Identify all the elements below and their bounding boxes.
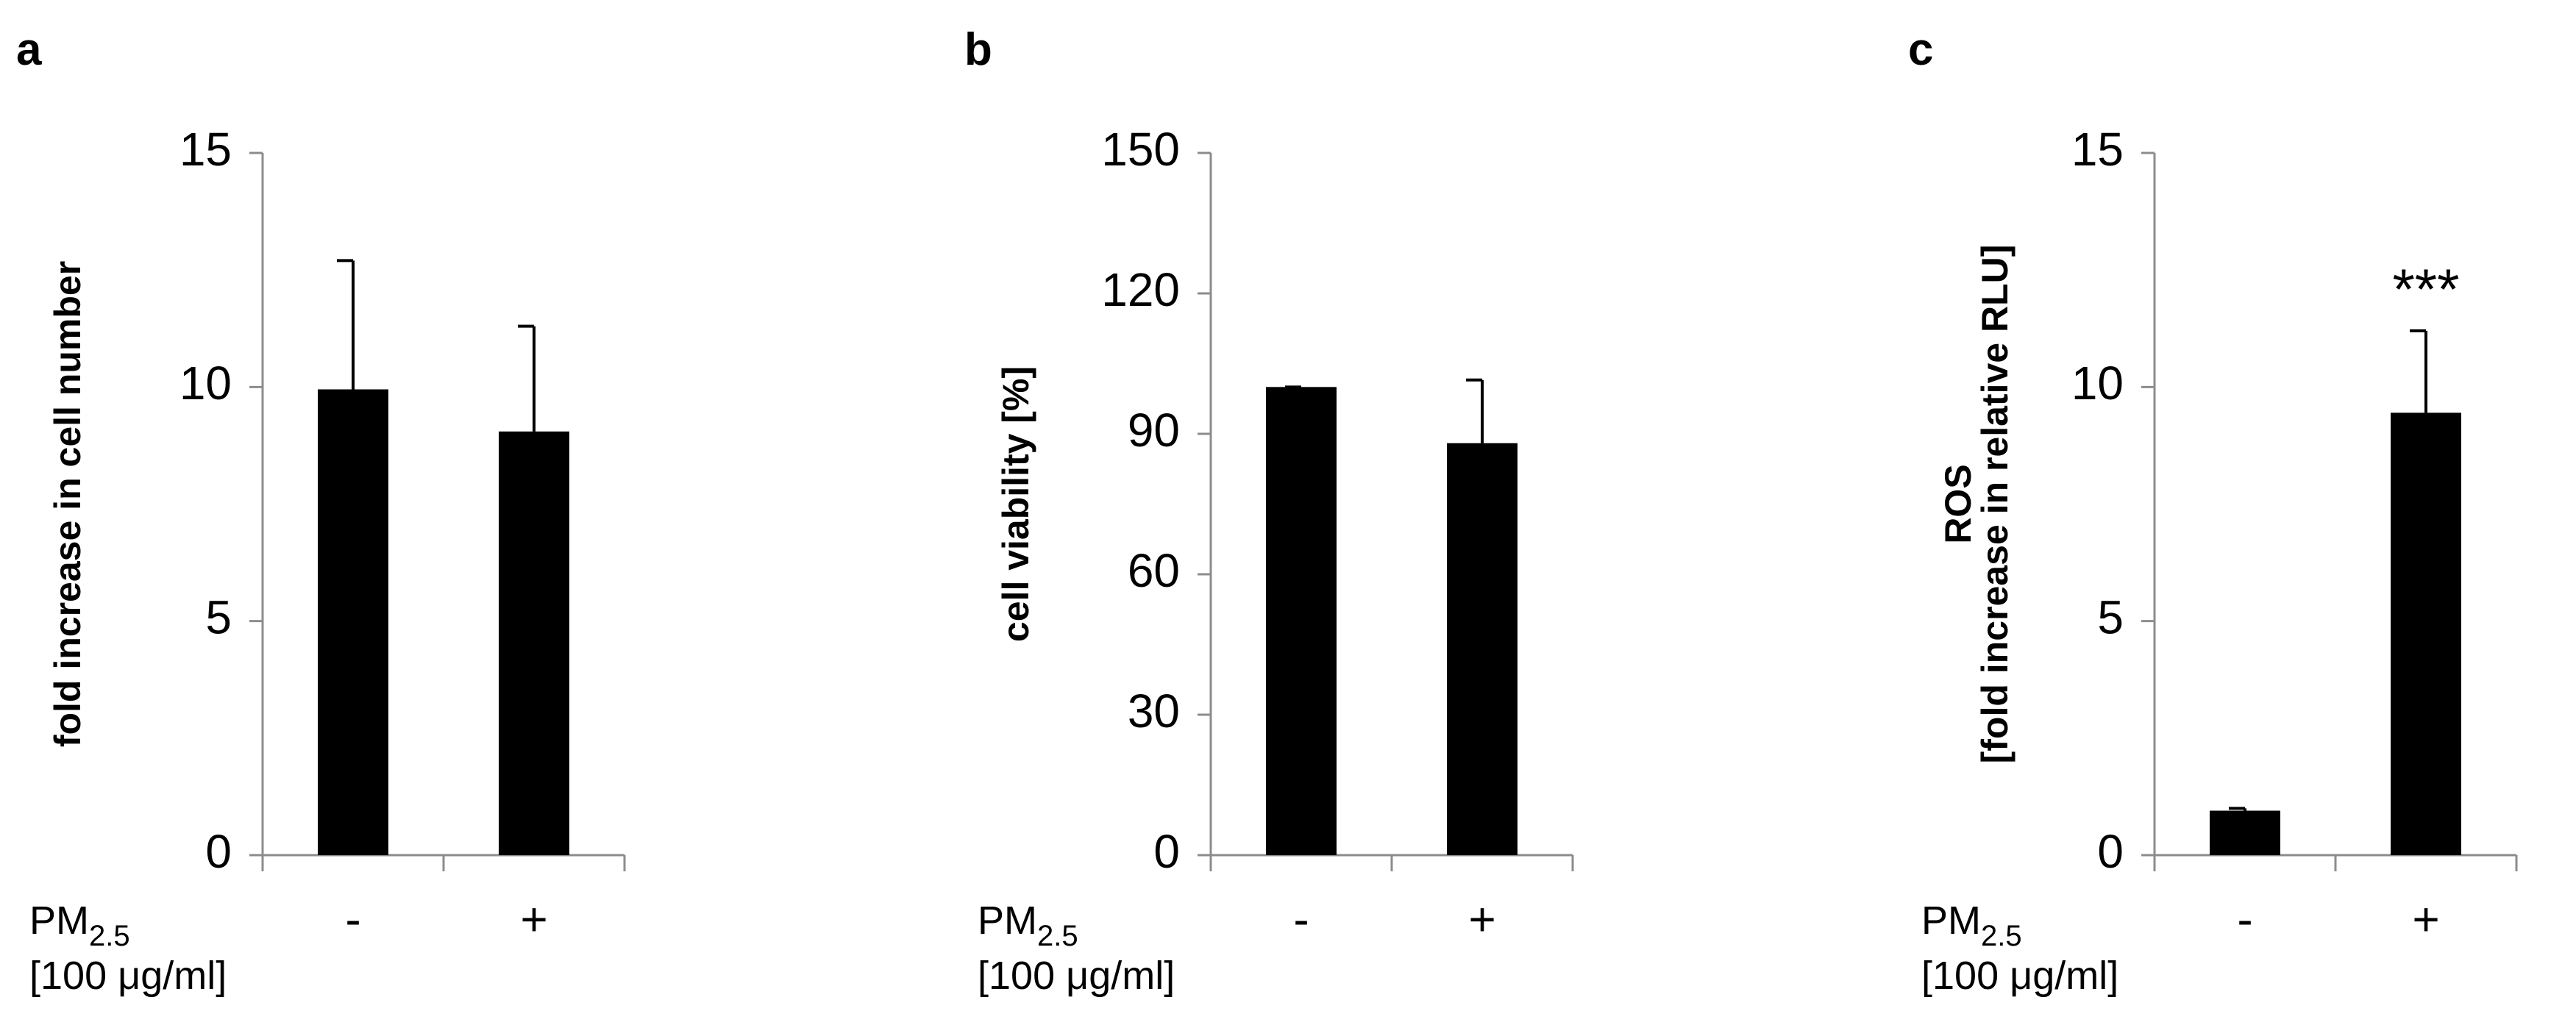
x-label-subscript: 2.5 — [1037, 920, 1078, 952]
y-tick-label: 120 — [1101, 263, 1180, 316]
x-tick-label: - — [1293, 893, 1309, 946]
panel: c 0 5 10 15 ROS[fold increase in relative RLU… — [1908, 24, 2518, 998]
annotation: *** — [2392, 257, 2459, 321]
panel: a 0 5 10 15 fold increase in cell number PM2.5… — [16, 24, 626, 998]
y-axis-label: ROS — [1938, 464, 1979, 543]
x-axis-label-line2: [100 μg/ml] — [1921, 954, 2118, 998]
y-tick-label: 5 — [2097, 591, 2124, 644]
x-axis-label-line2: [100 μg/ml] — [29, 954, 227, 998]
panel-label: b — [964, 24, 992, 75]
x-label-main: PM — [29, 899, 89, 943]
y-tick-label: 0 — [1153, 825, 1180, 878]
panel: b 0 30 60 90 120 150 cell viability [%] PM2.5[10… — [964, 24, 1574, 998]
bar — [1447, 443, 1518, 855]
y-tick-label: 0 — [205, 825, 232, 878]
y-tick-label: 0 — [2097, 825, 2124, 878]
y-tick-label: 30 — [1128, 685, 1180, 738]
panel-label: a — [16, 24, 42, 75]
y-tick-label: 10 — [179, 357, 232, 410]
x-axis-label-line2: [100 μg/ml] — [978, 954, 1175, 998]
y-tick-label: 150 — [1101, 123, 1180, 176]
x-tick-label: + — [520, 893, 547, 946]
bar — [499, 431, 569, 855]
error-bar — [1466, 378, 1484, 443]
x-label-subscript: 2.5 — [1981, 920, 2022, 952]
x-tick-label: + — [1468, 893, 1495, 946]
panel-label: c — [1908, 24, 1933, 75]
x-axis-label: PM2.5 — [978, 899, 1078, 952]
x-tick-label: - — [2237, 893, 2252, 946]
y-axis-label: fold increase in cell number — [47, 261, 88, 747]
bar — [2391, 413, 2461, 855]
y-tick-label: 10 — [2071, 357, 2124, 410]
y-tick-label: 15 — [179, 123, 232, 176]
y-axis-label: [fold increase in relative RLU] — [1974, 245, 2015, 764]
y-tick-label: 60 — [1128, 544, 1180, 597]
x-label-main: PM — [1921, 899, 1981, 943]
x-tick-label: + — [2412, 893, 2439, 946]
bar — [2210, 810, 2280, 855]
y-tick-label: 15 — [2071, 123, 2124, 176]
x-label-main: PM — [978, 899, 1037, 943]
x-label-subscript: 2.5 — [89, 920, 130, 952]
bar — [318, 389, 388, 855]
y-axis-label: cell viability [%] — [995, 366, 1036, 642]
x-axis-label: PM2.5 — [29, 899, 130, 952]
bar — [1266, 387, 1337, 855]
x-axis-label: PM2.5 — [1921, 899, 2022, 952]
error-bar — [337, 259, 355, 390]
y-tick-label: 5 — [205, 591, 232, 644]
x-tick-label: - — [345, 893, 360, 946]
y-tick-label: 90 — [1128, 404, 1180, 457]
error-bar — [2410, 329, 2427, 413]
error-bar — [2229, 807, 2246, 811]
error-bar — [518, 324, 536, 432]
